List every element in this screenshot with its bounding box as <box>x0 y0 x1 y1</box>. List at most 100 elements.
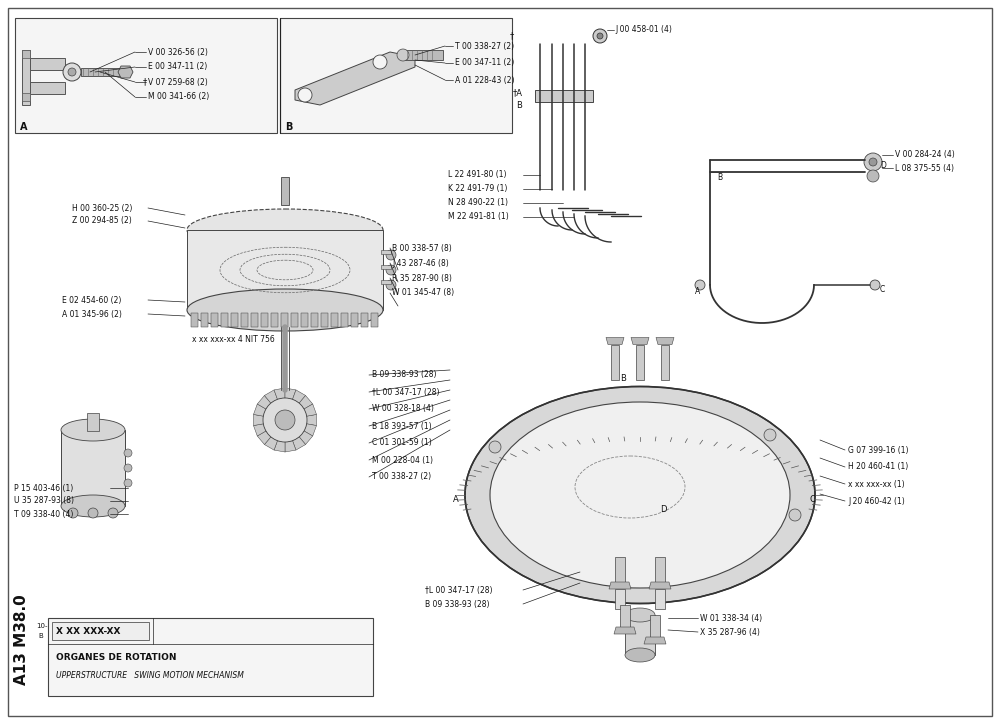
Polygon shape <box>644 637 666 644</box>
Circle shape <box>124 449 132 457</box>
Bar <box>221 313 228 327</box>
Bar <box>281 177 289 205</box>
Bar <box>251 313 258 327</box>
Bar <box>22 93 30 101</box>
Text: B 00 338-57 (8): B 00 338-57 (8) <box>392 243 452 253</box>
Circle shape <box>764 429 776 441</box>
Circle shape <box>695 280 705 290</box>
Polygon shape <box>285 388 296 400</box>
Text: J 20 460-42 (1): J 20 460-42 (1) <box>848 497 905 505</box>
Polygon shape <box>264 390 277 403</box>
Bar <box>351 313 358 327</box>
Circle shape <box>386 280 396 290</box>
Bar <box>231 313 238 327</box>
Text: 10-: 10- <box>36 623 48 629</box>
Ellipse shape <box>61 495 125 517</box>
Circle shape <box>68 508 78 518</box>
Polygon shape <box>304 404 317 416</box>
Circle shape <box>597 33 603 39</box>
Bar <box>636 345 644 379</box>
Bar <box>81 68 123 76</box>
Bar <box>61 430 125 506</box>
Polygon shape <box>253 414 263 426</box>
Polygon shape <box>253 404 266 416</box>
Text: †A: †A <box>513 88 523 98</box>
Text: T 00 338-27 (2): T 00 338-27 (2) <box>372 473 431 481</box>
Bar <box>611 345 619 379</box>
Bar <box>48 618 373 696</box>
Circle shape <box>870 280 880 290</box>
Circle shape <box>789 509 801 521</box>
Text: G 07 399-16 (1): G 07 399-16 (1) <box>848 445 908 455</box>
Text: D: D <box>660 505 666 515</box>
Text: A13 M38.0: A13 M38.0 <box>14 594 30 686</box>
Bar <box>650 615 660 637</box>
Bar <box>361 313 368 327</box>
Text: B: B <box>717 174 722 182</box>
Text: A: A <box>695 287 700 297</box>
Text: H 00 360-25 (2): H 00 360-25 (2) <box>72 203 132 213</box>
Text: L 08 375-55 (4): L 08 375-55 (4) <box>895 164 954 172</box>
Text: X 35 287-96 (4): X 35 287-96 (4) <box>700 628 760 636</box>
Text: J 43 287-46 (8): J 43 287-46 (8) <box>392 258 449 267</box>
Circle shape <box>298 88 312 102</box>
Text: †: † <box>510 32 514 41</box>
Bar <box>625 615 655 655</box>
Text: †L 00 347-17 (28): †L 00 347-17 (28) <box>425 586 492 594</box>
Bar <box>381 265 391 269</box>
Text: V 07 259-68 (2): V 07 259-68 (2) <box>148 77 208 86</box>
Text: M 00 341-66 (2): M 00 341-66 (2) <box>148 93 209 101</box>
Bar <box>30 58 65 70</box>
Text: Z 00 294-85 (2): Z 00 294-85 (2) <box>72 216 132 225</box>
Polygon shape <box>614 627 636 634</box>
Text: B: B <box>516 101 522 109</box>
Bar <box>381 250 391 254</box>
Polygon shape <box>274 388 285 400</box>
Circle shape <box>108 508 118 518</box>
Text: V 00 284-24 (4): V 00 284-24 (4) <box>895 151 955 159</box>
Ellipse shape <box>625 648 655 662</box>
Text: B: B <box>285 122 292 132</box>
Bar <box>271 313 278 327</box>
Polygon shape <box>631 337 649 345</box>
Polygon shape <box>656 337 674 345</box>
Text: ORGANES DE ROTATION: ORGANES DE ROTATION <box>56 654 176 662</box>
Polygon shape <box>299 395 313 409</box>
Polygon shape <box>264 437 277 450</box>
Text: E 02 454-60 (2): E 02 454-60 (2) <box>62 295 121 305</box>
Text: B 09 338-93 (28): B 09 338-93 (28) <box>425 599 490 608</box>
Text: C 01 301-59 (1): C 01 301-59 (1) <box>372 439 432 447</box>
Text: T 09 338-40 (4): T 09 338-40 (4) <box>14 510 73 518</box>
Text: C: C <box>810 495 816 505</box>
Text: N 28 490-22 (1): N 28 490-22 (1) <box>448 198 508 208</box>
Polygon shape <box>257 395 271 409</box>
Bar <box>30 82 65 94</box>
Polygon shape <box>257 431 271 445</box>
Circle shape <box>275 410 295 430</box>
Polygon shape <box>304 424 317 436</box>
Text: B: B <box>620 374 626 383</box>
Circle shape <box>397 49 409 61</box>
Circle shape <box>68 68 76 76</box>
Bar <box>187 230 383 310</box>
Bar <box>615 589 625 609</box>
Text: W 01 345-47 (8): W 01 345-47 (8) <box>392 288 454 298</box>
Bar <box>261 313 268 327</box>
Circle shape <box>88 508 98 518</box>
Text: M 22 491-81 (1): M 22 491-81 (1) <box>448 213 509 222</box>
Bar <box>381 280 391 284</box>
Text: T 00 338-27 (2): T 00 338-27 (2) <box>455 41 514 51</box>
Ellipse shape <box>625 608 655 622</box>
Text: A: A <box>20 122 28 132</box>
Polygon shape <box>307 414 317 426</box>
Circle shape <box>593 29 607 43</box>
Polygon shape <box>274 441 285 452</box>
Text: x xx xxx-xx 4 NIT 756: x xx xxx-xx 4 NIT 756 <box>192 335 275 345</box>
Circle shape <box>489 441 501 453</box>
Text: †L 00 347-17 (28): †L 00 347-17 (28) <box>372 387 440 397</box>
Bar <box>331 313 338 327</box>
Polygon shape <box>609 582 631 589</box>
Text: V 00 326-56 (2): V 00 326-56 (2) <box>148 48 208 56</box>
Polygon shape <box>293 390 306 403</box>
Text: L 22 491-80 (1): L 22 491-80 (1) <box>448 170 507 180</box>
